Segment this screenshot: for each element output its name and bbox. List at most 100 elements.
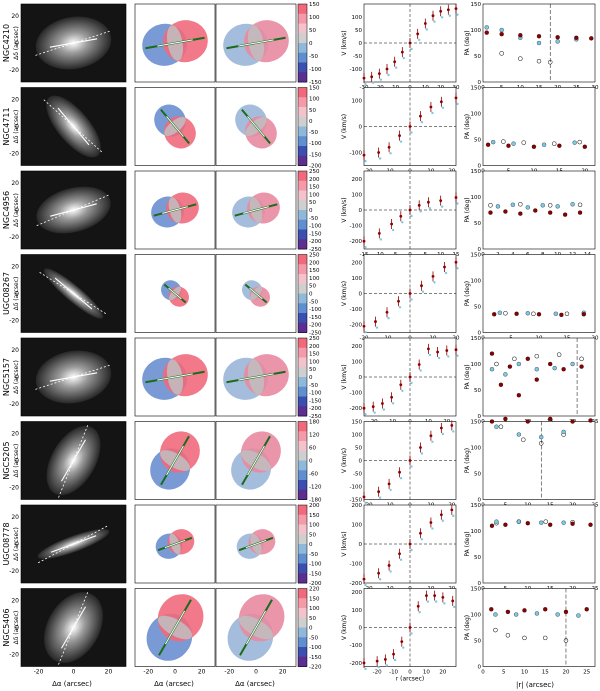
- photometric-pa-point: [564, 311, 570, 317]
- velocity-point: [377, 490, 381, 494]
- colorbar-tick-label: 150: [309, 86, 320, 92]
- colorbar-tick-label: 100: [309, 276, 320, 282]
- velocity-point: [451, 599, 455, 603]
- disp-map: [236, 529, 276, 559]
- photometric-pa-point: [579, 356, 584, 362]
- velocity-point: [408, 125, 412, 128]
- stellar-velocity-point: [456, 102, 459, 106]
- velocity-point: [423, 22, 427, 25]
- velocity-ytick-label: -100: [350, 307, 363, 313]
- pa-panel: [482, 254, 596, 333]
- pa-ylabel: PA (deg): [464, 197, 471, 222]
- velocity-point: [439, 199, 443, 203]
- stellar-velocity-point: [420, 120, 424, 124]
- colorbar-frame: [297, 421, 308, 500]
- velocity-point: [390, 395, 393, 399]
- velocity-point: [399, 383, 403, 387]
- image-ytick-label: 20: [11, 180, 19, 187]
- gas-pa-point: [555, 35, 560, 40]
- colorbar-segment: [298, 347, 307, 358]
- pa-ytick-label: 150: [471, 169, 482, 175]
- image-ytick-label: 20: [11, 13, 19, 20]
- gas-pa-point: [536, 312, 542, 317]
- stellar-velocity-point: [433, 281, 436, 284]
- stellar-velocity-point: [410, 381, 413, 385]
- image-ylabel: Δδ (arcsec): [13, 26, 20, 60]
- gas-pa-point: [557, 143, 562, 148]
- stellar-velocity-point: [379, 238, 383, 241]
- pa-ylabel: PA (deg): [464, 281, 471, 306]
- stellar-pa-point: [514, 612, 519, 617]
- stellar-pa-point: [503, 372, 508, 377]
- pa-ytick-label: 100: [471, 112, 482, 118]
- map-xtick-label: 0: [173, 669, 177, 676]
- gas-pa-point: [548, 416, 553, 422]
- stellar-velocity-point: [410, 214, 413, 218]
- colorbar-segment: [298, 43, 307, 54]
- stellar-velocity-point: [364, 413, 367, 416]
- vel-map: [151, 192, 199, 228]
- colorbar-tick-label: -150: [309, 80, 322, 86]
- colorbar-tick-label: -200: [309, 164, 322, 170]
- colorbar-segment: [298, 264, 307, 275]
- gas-pa-point: [531, 144, 537, 149]
- pa-xtick-label: 15: [542, 670, 549, 676]
- colorbar-tick-label: -200: [309, 239, 322, 245]
- gas-pa-point: [506, 143, 511, 148]
- image-ytick-label: 0: [15, 374, 19, 381]
- pa-ytick-label: 0: [478, 331, 482, 337]
- stellar-velocity-point: [401, 221, 404, 224]
- colorbar-tick-label: -50: [309, 299, 318, 305]
- velocity-point: [408, 626, 412, 629]
- gas-pa-point: [489, 419, 495, 424]
- stellar-pa-point: [552, 366, 557, 371]
- colorbar-segment: [298, 72, 307, 83]
- pa-ytick-label: 100: [471, 279, 482, 285]
- stellar-velocity-point: [378, 578, 382, 581]
- colorbar-segment: [298, 23, 307, 34]
- stellar-velocity-point: [417, 38, 421, 42]
- map-xtick-label: -20: [143, 669, 153, 676]
- photometric-pa-point: [531, 311, 536, 317]
- colorbar-tick-label: -180: [309, 498, 322, 504]
- velocity-point: [454, 196, 458, 199]
- pa-ylabel: PA (deg): [464, 531, 471, 556]
- stellar-pa-point: [576, 613, 581, 618]
- velocity-point: [439, 426, 443, 430]
- velocity-xtick-label: 10: [423, 670, 430, 676]
- image-ylabel: Δδ (arcsec): [13, 193, 20, 227]
- colorbar-tick-label: -50: [309, 54, 318, 60]
- image-ytick-label: 20: [11, 431, 19, 438]
- velocity-point: [362, 324, 366, 328]
- photometric-pa-point: [534, 353, 540, 359]
- colorbar-tick-label: 100: [309, 606, 320, 612]
- colorbar-tick-label: 50: [309, 532, 316, 538]
- stellar-velocity-point: [441, 432, 445, 436]
- image-ylabel: Δδ (arcsec): [13, 360, 20, 394]
- stellar-pa-point: [572, 140, 577, 145]
- stellar-velocity-point: [447, 355, 450, 358]
- map-xtick-label: 0: [72, 669, 76, 676]
- velocity-point: [439, 513, 443, 517]
- photometric-pa-point: [499, 51, 504, 56]
- velocity-point: [387, 564, 391, 567]
- photometric-pa-point: [538, 441, 544, 446]
- stellar-velocity-point: [402, 56, 406, 60]
- gas-pa-point: [561, 367, 566, 372]
- image-ylabel: Δδ (arcsec): [13, 611, 20, 645]
- stellar-velocity-point: [440, 205, 444, 208]
- pa-ytick-label: 0: [478, 247, 482, 253]
- velocity-point: [431, 274, 435, 278]
- velocity-ytick-label: -200: [350, 239, 363, 245]
- stellar-velocity-point: [448, 14, 452, 17]
- stellar-velocity-point: [364, 159, 367, 163]
- colorbar-tick-label: 50: [309, 28, 316, 34]
- gas-pa-point: [533, 208, 538, 213]
- pa-ytick-label: 100: [471, 195, 482, 201]
- photometric-pa-point: [543, 519, 548, 524]
- disp-map: [231, 431, 281, 490]
- velocity-point: [408, 41, 412, 45]
- colorbar-tick-label: 0: [309, 208, 313, 214]
- gas-pa-point: [503, 209, 508, 214]
- colorbar-segment: [298, 357, 307, 368]
